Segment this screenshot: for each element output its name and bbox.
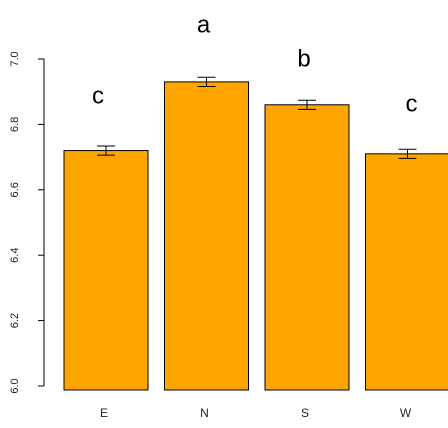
significance-label-N: a — [197, 11, 211, 38]
bar-S — [264, 104, 350, 391]
significance-labels: c a b c — [92, 11, 418, 117]
significance-label-E: c — [92, 82, 104, 109]
y-tick-label: 6.2 — [9, 313, 21, 328]
significance-label-S: b — [297, 45, 310, 72]
error-bar-N — [197, 76, 216, 87]
y-tick-label: 6.4 — [9, 248, 21, 263]
bar-N — [164, 81, 249, 391]
error-bar-W — [398, 148, 417, 159]
x-tick-label-S: S — [301, 406, 309, 420]
significance-label-W: c — [406, 90, 418, 117]
bars — [63, 81, 448, 391]
y-tick-label: 6.6 — [9, 182, 21, 197]
x-tick-label-N: N — [200, 406, 209, 420]
bar-W — [365, 153, 448, 391]
y-tick-label: 7.0 — [9, 51, 21, 66]
y-tick-label: 6.8 — [9, 117, 21, 132]
y-axis: 6.0 6.2 6.4 6.6 6.8 7.0 — [9, 51, 45, 394]
error-bars — [97, 76, 417, 159]
x-tick-label-E: E — [100, 406, 108, 420]
error-bar-E — [97, 145, 115, 156]
error-bar-S — [298, 99, 316, 110]
y-tick-label: 6.0 — [9, 378, 21, 393]
bar-E — [63, 150, 149, 391]
x-tick-label-W: W — [400, 406, 412, 420]
